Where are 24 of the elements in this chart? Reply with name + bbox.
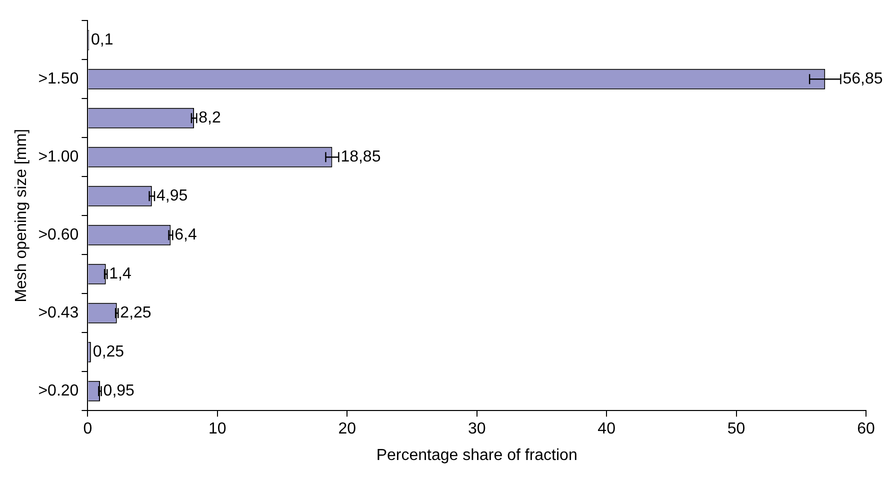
x-tick-label: 10 <box>208 420 226 438</box>
data-label: 8,2 <box>198 110 221 127</box>
data-label: 18,85 <box>340 148 381 166</box>
data-label: 4,95 <box>156 188 188 205</box>
x-tick-label: 20 <box>338 420 356 438</box>
data-label: 2,25 <box>120 304 152 322</box>
data-label: 0,95 <box>103 382 135 400</box>
data-label: 0,25 <box>92 344 124 361</box>
x-tick-label: 40 <box>598 420 616 438</box>
data-label: 1,4 <box>109 266 132 283</box>
x-axis-title: Percentage share of fraction <box>376 446 578 464</box>
x-tick-label: 60 <box>857 420 875 438</box>
y-tick-label: >0.43 <box>38 304 79 322</box>
data-label: 6,4 <box>174 226 197 244</box>
y-tick-label: >1.50 <box>38 70 79 88</box>
data-label: 56,85 <box>842 70 883 88</box>
data-label: 0,1 <box>90 32 114 49</box>
x-tick-label: 50 <box>727 420 746 438</box>
y-axis-title: Mesh opening size [mm] <box>13 128 30 302</box>
y-tick-label: >0.20 <box>38 382 79 400</box>
x-tick-label: 0 <box>83 420 92 438</box>
x-tick-label: 30 <box>468 420 486 438</box>
y-tick-label: >1.00 <box>38 148 79 166</box>
y-tick-label: >0.60 <box>38 226 79 244</box>
